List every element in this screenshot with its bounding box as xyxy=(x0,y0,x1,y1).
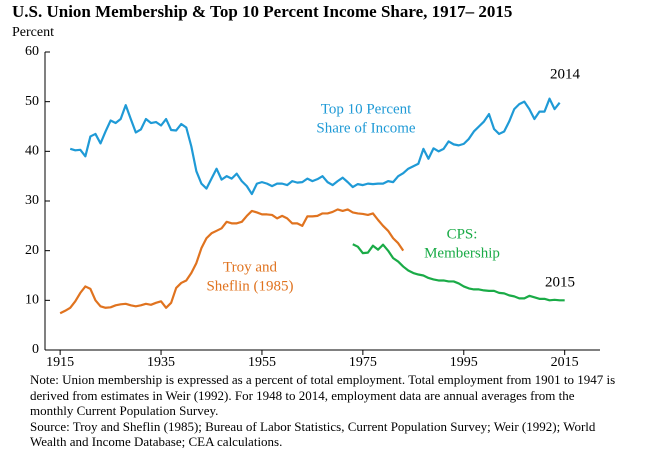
y-axis-label: Percent xyxy=(12,25,54,40)
series-label: Sheflin (1985) xyxy=(206,278,293,294)
series-line xyxy=(69,97,561,196)
y-tick-label: 60 xyxy=(25,44,39,59)
series-label: Top 10 Percent xyxy=(321,101,412,117)
series-label: CPS: xyxy=(447,226,478,242)
end-label: 2014 xyxy=(550,66,581,82)
series-line xyxy=(352,243,565,302)
notes: Note: Union membership is expressed as a… xyxy=(30,372,620,450)
y-tick-label: 0 xyxy=(32,342,39,357)
x-tick-label: 1915 xyxy=(46,355,74,370)
y-tick-label: 10 xyxy=(25,293,39,308)
chart-title: U.S. Union Membership & Top 10 Percent I… xyxy=(12,2,512,21)
y-tick-label: 30 xyxy=(25,193,39,208)
y-tick-label: 20 xyxy=(25,243,39,258)
y-tick-label: 40 xyxy=(25,144,39,159)
x-tick-label: 1995 xyxy=(450,355,478,370)
x-tick-label: 1955 xyxy=(248,355,276,370)
note: Note: Union membership is expressed as a… xyxy=(30,372,616,418)
x-tick-label: 1935 xyxy=(147,355,175,370)
x-tick-label: 2015 xyxy=(551,355,579,370)
x-tick-label: 1975 xyxy=(349,355,377,370)
series-label: Membership xyxy=(424,245,500,261)
source: Source: Troy and Sheflin (1985); Bureau … xyxy=(30,418,596,450)
y-tick-label: 50 xyxy=(25,94,39,109)
series-label: Troy and xyxy=(223,259,278,275)
chart: U.S. Union Membership & Top 10 Percent I… xyxy=(12,2,600,370)
series-label: Share of Income xyxy=(316,120,415,136)
series-line xyxy=(59,208,405,315)
end-label: 2015 xyxy=(545,274,575,290)
